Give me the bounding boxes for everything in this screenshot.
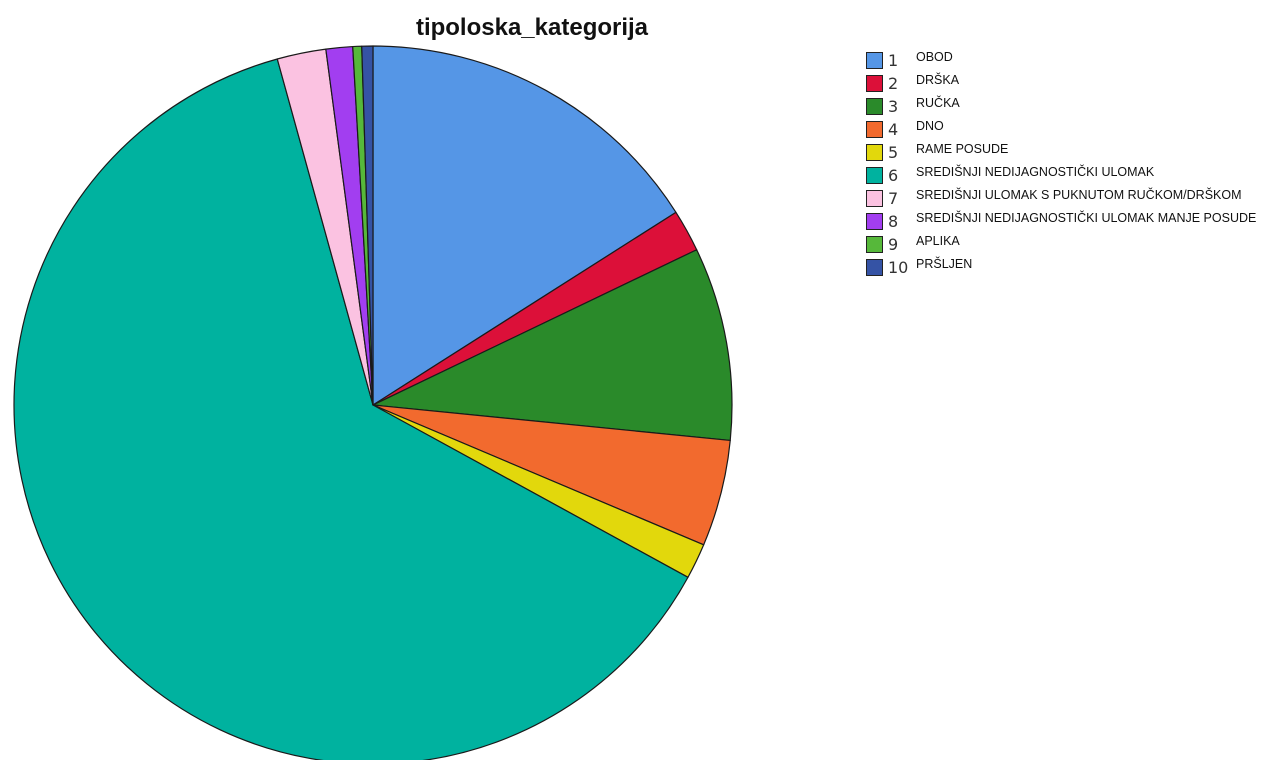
pie-slice-6: [13, 58, 689, 760]
legend-code: 3: [888, 97, 899, 116]
legend-item-5: 5 RAME POSUDE: [866, 141, 1256, 164]
legend-label: DRŠKA: [916, 72, 960, 87]
legend-code: 4: [888, 120, 899, 139]
legend-swatch: [866, 259, 883, 276]
legend-item-6: 6 SREDIŠNJI NEDIJAGNOSTIČKI ULOMAK: [866, 164, 1256, 187]
legend-label: SREDIŠNJI NEDIJAGNOSTIČKI ULOMAK: [916, 164, 1155, 179]
legend-code: 10: [888, 258, 909, 277]
legend-item-4: 4 DNO: [866, 118, 1256, 141]
legend-label: APLIKA: [916, 233, 960, 248]
legend-swatch: [866, 167, 883, 184]
pie-chart: [13, 45, 733, 760]
legend-item-7: 7 SREDIŠNJI ULOMAK S PUKNUTOM RUČKOM/DRŠK…: [866, 187, 1256, 210]
legend-swatch: [866, 98, 883, 115]
legend-code: 9: [888, 235, 899, 254]
pie-slices: [13, 45, 733, 760]
legend-label: SREDIŠNJI NEDIJAGNOSTIČKI ULOMAK MANJE P…: [916, 210, 1257, 225]
legend-swatch: [866, 236, 883, 253]
legend-item-8: 8 SREDIŠNJI NEDIJAGNOSTIČKI ULOMAK MANJE …: [866, 210, 1256, 233]
legend-code: 7: [888, 189, 899, 208]
legend-swatch: [866, 52, 883, 69]
legend-item-10: 10 PRŠLJEN: [866, 256, 1256, 279]
legend-label: DNO: [916, 118, 944, 133]
legend-code: 8: [888, 212, 899, 231]
pie-slice-3: [372, 249, 733, 442]
legend-swatch: [866, 144, 883, 161]
legend-swatch: [866, 190, 883, 207]
legend-swatch: [866, 121, 883, 138]
legend-item-2: 2 DRŠKA: [866, 72, 1256, 95]
legend-swatch: [866, 213, 883, 230]
legend-code: 5: [888, 143, 899, 162]
legend-code: 6: [888, 166, 899, 185]
legend-item-3: 3 RUČKA: [866, 95, 1256, 118]
legend-label: OBOD: [916, 49, 953, 64]
legend-label: PRŠLJEN: [916, 256, 973, 271]
legend-code: 2: [888, 74, 899, 93]
legend-label: RAME POSUDE: [916, 141, 1009, 156]
legend-label: RUČKA: [916, 95, 960, 110]
legend-code: 1: [888, 51, 899, 70]
legend-item-9: 9 APLIKA: [866, 233, 1256, 256]
pie-slice-1: [372, 45, 677, 406]
legend: 1 OBOD 2 DRŠKA 3 RUČKA 4 DNO 5 RAME POSUDE 6 SREDIŠ…: [866, 49, 1256, 279]
legend-item-1: 1 OBOD: [866, 49, 1256, 72]
legend-swatch: [866, 75, 883, 92]
legend-label: SREDIŠNJI ULOMAK S PUKNUTOM RUČKOM/DRŠKO…: [916, 187, 1242, 202]
chart-title: tipoloska_kategorija: [415, 14, 649, 41]
pie-slice-10: [361, 45, 374, 406]
